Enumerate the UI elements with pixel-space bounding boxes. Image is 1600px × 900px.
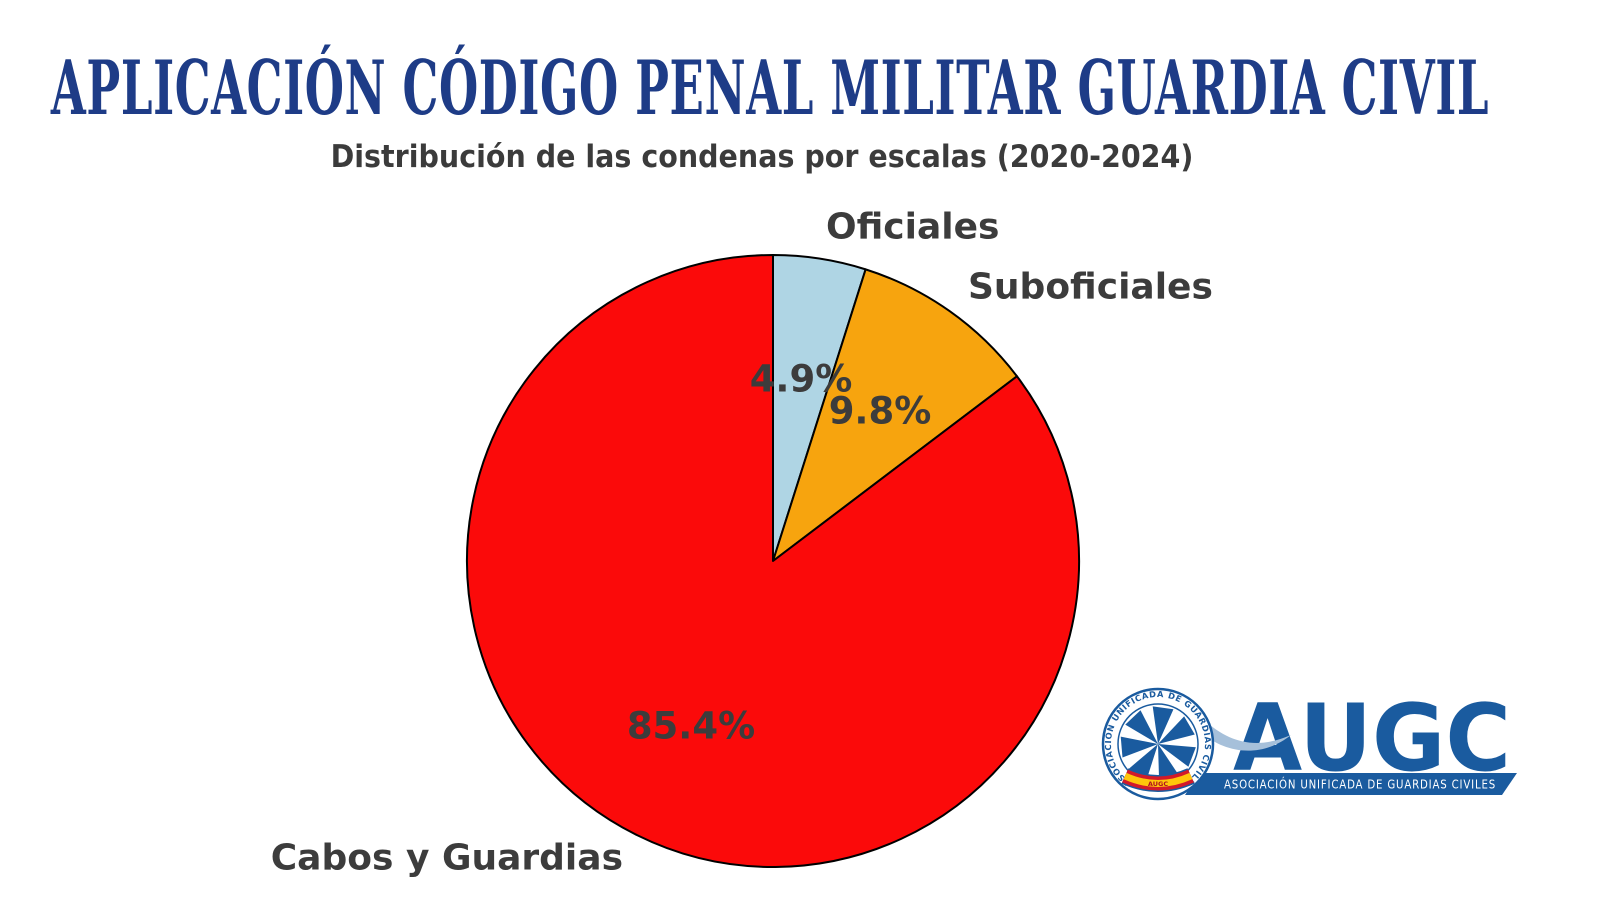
pie-slice-cabos-y-guardias	[465, 254, 1080, 868]
pie-slice-suboficiales	[772, 268, 1018, 562]
logo-wordmark: AUGC	[1233, 684, 1511, 792]
emblem-flag-text: AUGC	[1148, 780, 1168, 788]
augc-logo: ASOCIACIÓN UNIFICADA DE GUARDIAS CIVILES…	[1085, 675, 1517, 801]
logo-banner-text: ASOCIACIÓN UNIFICADA DE GUARDIAS CIVILES	[1224, 777, 1496, 792]
emblem-pinwheel-icon	[1120, 706, 1196, 782]
slice-pct-suboficiales: 9.8%	[828, 389, 932, 433]
chart-subtitle: Distribución de las condenas por escalas…	[330, 139, 1194, 175]
emblem-flag-yellow-band	[1123, 772, 1193, 787]
slice-pct-cabos-y-guardias: 85.4%	[626, 704, 756, 748]
slice-label-suboficiales: Suboficiales	[968, 266, 1213, 308]
logo-swoosh-icon	[1202, 719, 1291, 751]
logo-emblem: ASOCIACIÓN UNIFICADA DE GUARDIAS CIVILES…	[1085, 675, 1215, 801]
slice-pct-oficiales: 4.9%	[749, 357, 853, 401]
pie-slices	[465, 254, 1080, 868]
page-title: APLICACIÓN CÓDIGO PENAL MILITAR GUARDIA …	[50, 44, 1490, 132]
slice-label-oficiales: Oficiales	[826, 206, 1000, 248]
slice-label-cabos-y-guardias: Cabos y Guardias	[270, 837, 623, 879]
logo-banner	[1185, 773, 1517, 795]
